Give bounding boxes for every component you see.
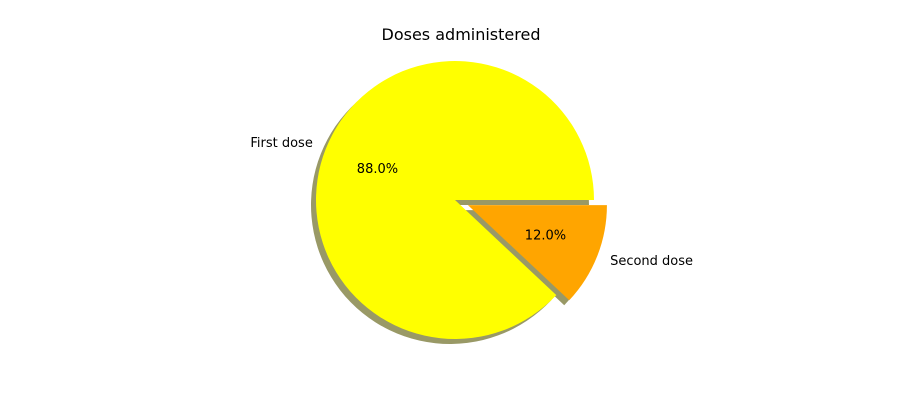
pie-slice-first-dose xyxy=(316,61,594,340)
label-layer: First dose 88.0% Second dose 12.0% xyxy=(250,136,693,269)
slice-percent-second-dose: 12.0% xyxy=(525,228,566,243)
pie-slice-second-dose xyxy=(467,205,607,301)
slice-layer xyxy=(316,61,607,340)
slice-label-first-dose: First dose xyxy=(250,136,312,151)
chart-title: Doses administered xyxy=(382,25,541,44)
slice-percent-first-dose: 88.0% xyxy=(357,162,398,177)
slice-label-second-dose: Second dose xyxy=(610,254,693,269)
